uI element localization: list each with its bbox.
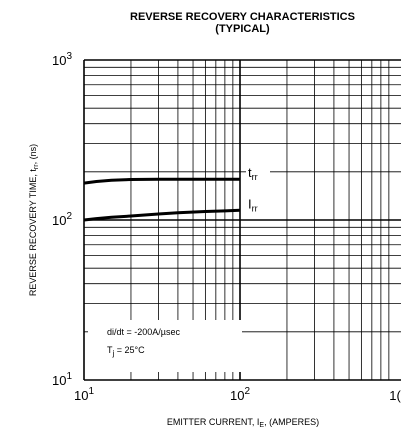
series-line-i_rr [83,208,241,222]
y-tick-label-exponent: 3 [66,51,72,62]
annotation-tj: Tj = 25°C [107,345,145,358]
series-label-sub: rr [252,203,258,213]
x-axis-label-main: EMITTER CURRENT, I [167,417,260,427]
series-label-main: t [248,165,252,180]
y-axis-label: REVERSE RECOVERY TIME, trr, (ns) [28,144,40,296]
annotation-tj-sub: j [112,349,115,358]
y-tick-label-exponent: 2 [66,211,72,222]
y-axis-label-rest: , (ns) [28,144,38,165]
annotation-tj-main: T [107,345,113,355]
y-tick-label-mantissa: 10 [52,373,66,388]
x-tick-label-exponent: 2 [244,386,250,397]
x-axis-label-sub: E [259,422,264,429]
y-tick-label: 102 [52,211,72,228]
series-label-main: I [248,196,252,211]
y-tick-label: 103 [52,51,72,68]
y-tick-label-mantissa: 10 [52,213,66,228]
annotation-tj-rest: = 25°C [114,345,145,355]
x-tick-label: 1( [389,388,401,403]
series-label-bg [246,165,270,182]
y-axis-label-sub: rr [33,164,40,169]
chart-subtitle: (TYPICAL) [215,23,270,35]
annotation-box [88,320,242,372]
y-tick-label: 101 [52,371,72,388]
x-tick-label: 102 [230,386,250,403]
series-label-t_rr: trr [248,165,258,182]
series-group [83,177,241,222]
x-tick-label-mantissa: 10 [230,388,244,403]
series-label-bg [246,196,270,213]
y-tick-label-exponent: 1 [66,371,72,382]
series-label-sub: rr [252,172,258,182]
x-tick-label-mantissa: 1( [389,388,401,403]
x-axis-label: EMITTER CURRENT, IE, (AMPERES) [167,417,319,429]
series-line-t_rr [83,177,240,185]
y-axis-label-main: REVERSE RECOVERY TIME, t [28,169,38,297]
x-tick-label: 101 [74,386,94,403]
x-axis-label-rest: , (AMPERES) [264,417,319,427]
annotation-didt: di/dt = -200A/µsec [107,327,180,337]
chart-title: REVERSE RECOVERY CHARACTERISTICS [130,11,355,23]
x-tick-label-exponent: 1 [88,386,94,397]
y-tick-label-mantissa: 10 [52,53,66,68]
x-tick-label-mantissa: 10 [74,388,88,403]
series-label-i_rr: Irr [248,196,258,213]
